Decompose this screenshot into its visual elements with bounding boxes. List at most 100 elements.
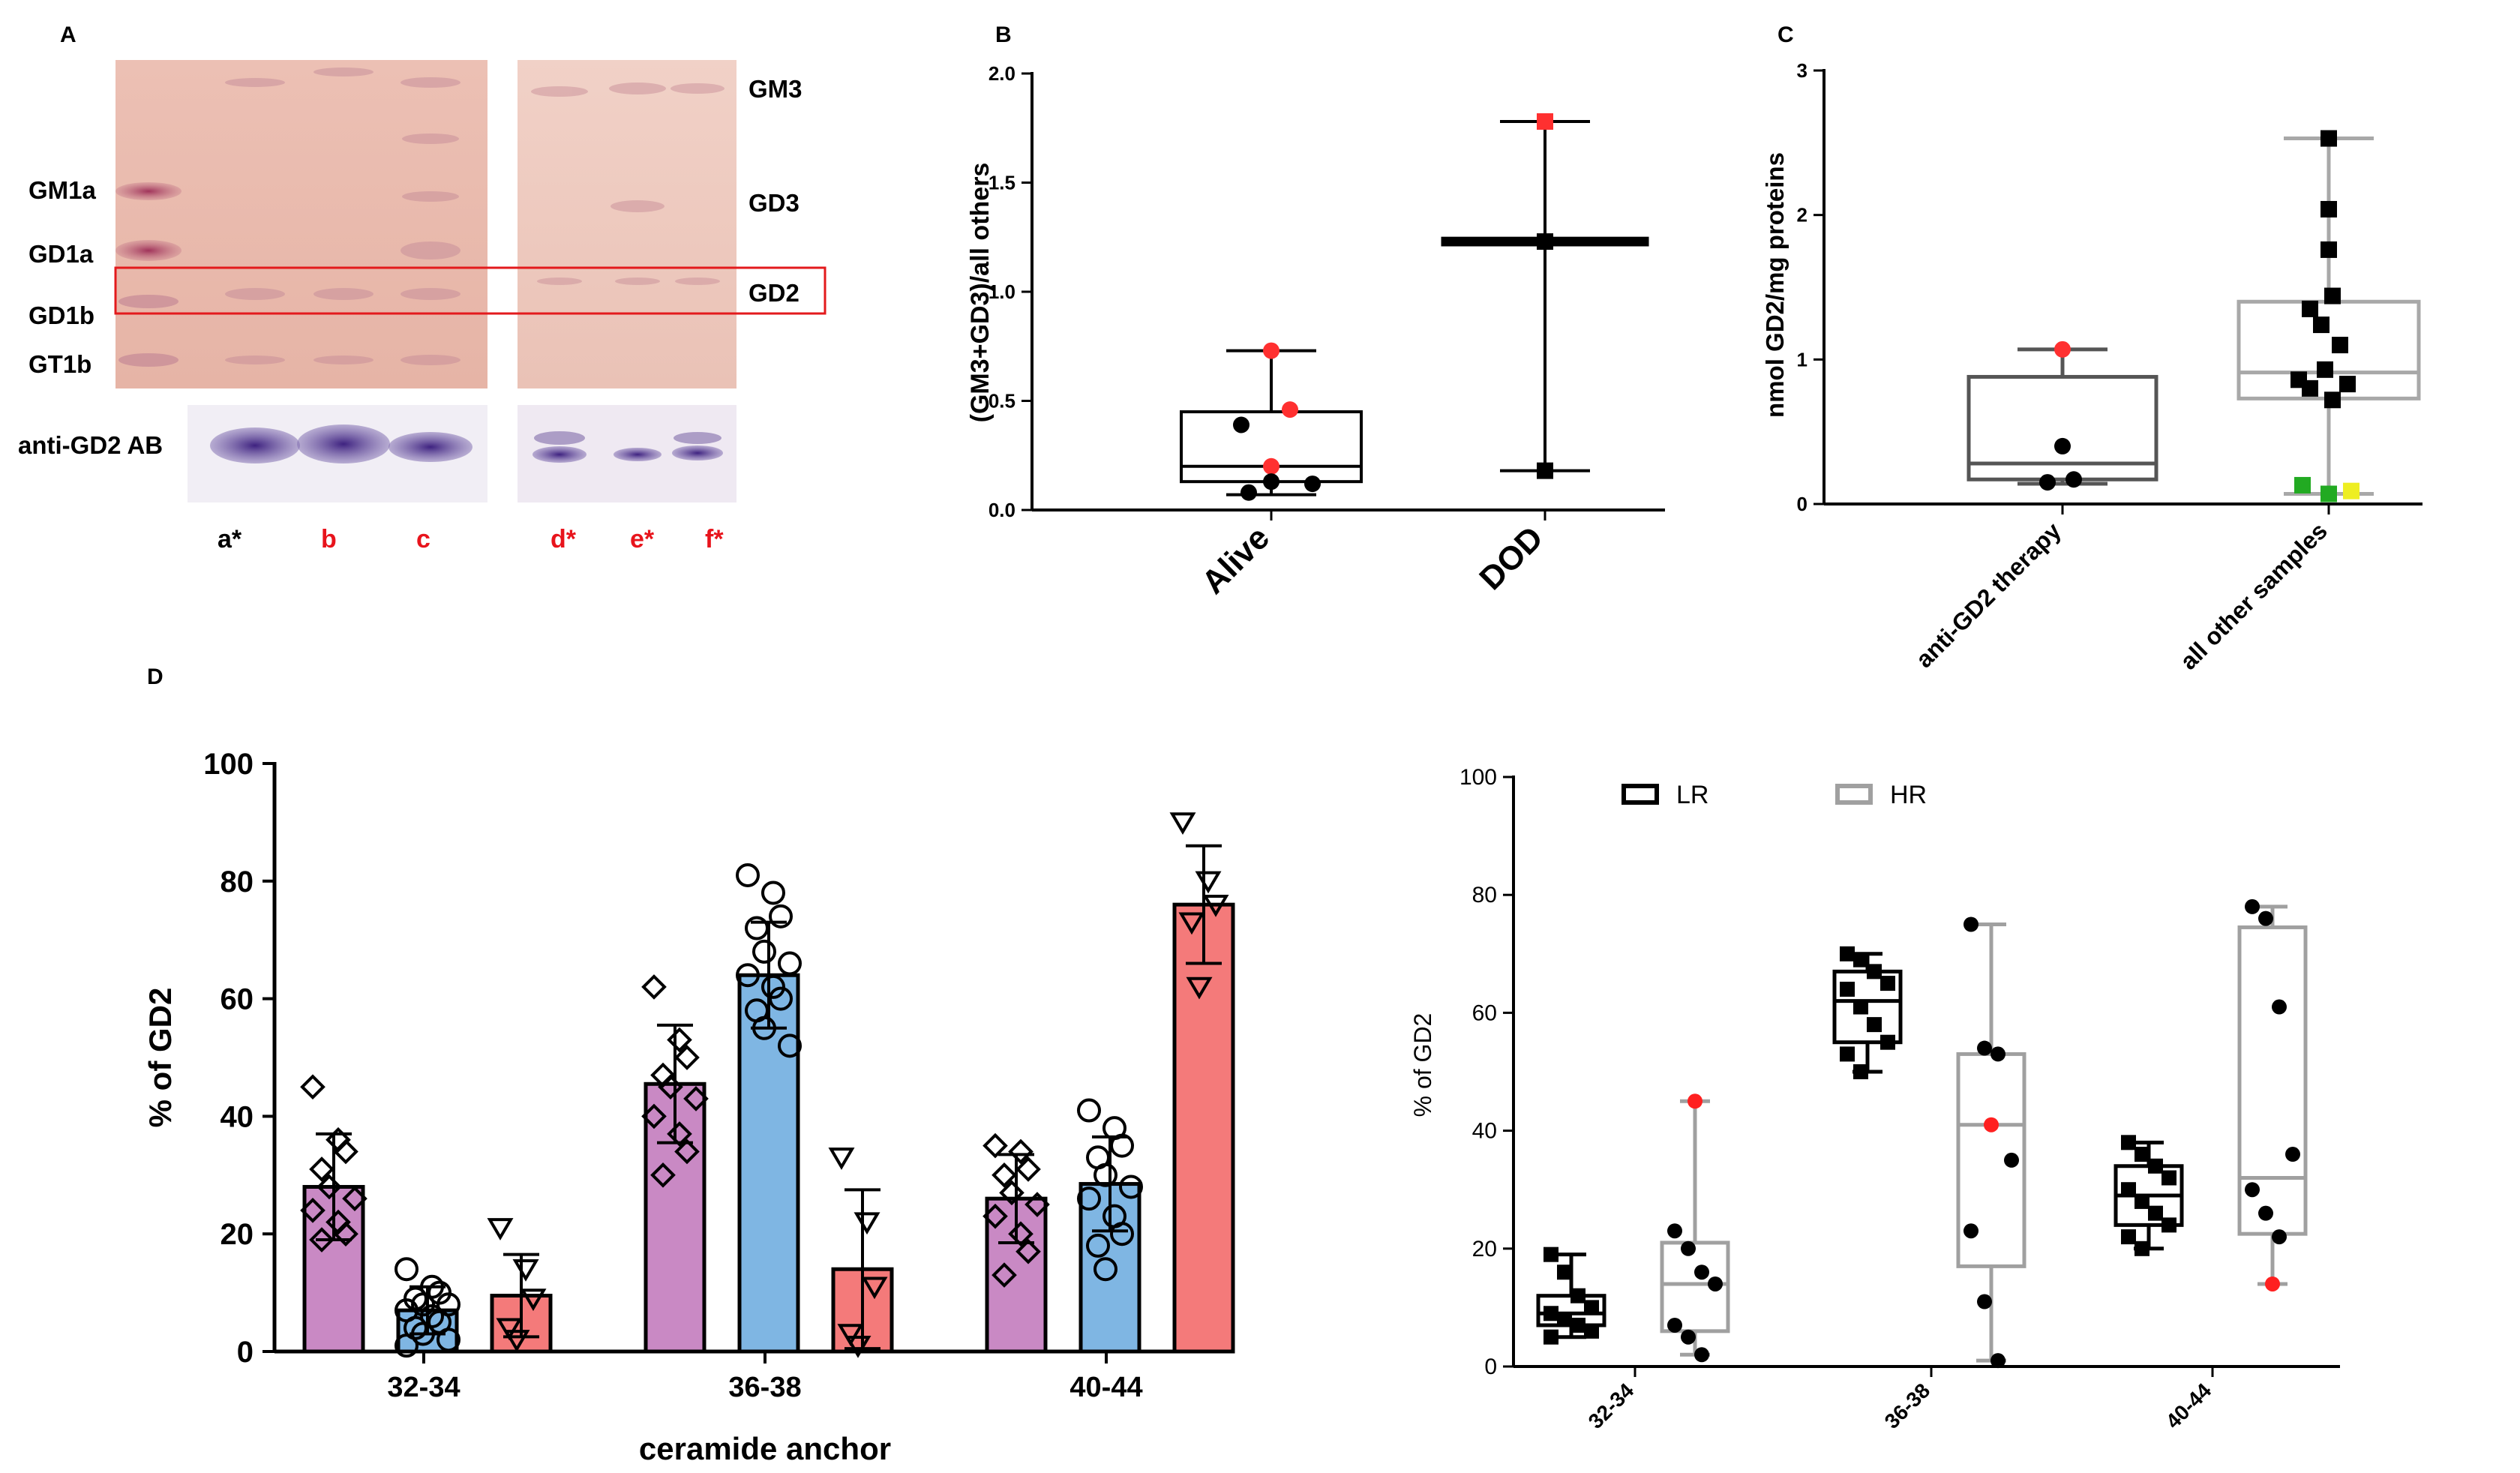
data-point: [1964, 916, 1978, 932]
data-point: [992, 1162, 1017, 1188]
data-point: [769, 986, 793, 1011]
data-point: [1186, 976, 1213, 1000]
data-point: [2258, 910, 2273, 926]
data-point: [2148, 1205, 2163, 1221]
label-gm3: GM3: [748, 75, 802, 103]
y-tick-label: 60: [220, 983, 254, 1016]
y-tick-label: 1.5: [988, 172, 1016, 194]
data-point: [333, 1138, 358, 1165]
legend-label: LR: [1676, 781, 1708, 809]
y-axis-title: % of GD2: [142, 988, 178, 1128]
data-point: [999, 1180, 1024, 1206]
data-point: [1853, 952, 1868, 968]
data-point: [496, 1318, 523, 1341]
data-point: [487, 1218, 514, 1240]
data-point: [1544, 1246, 1558, 1262]
data-point: [1119, 1174, 1143, 1199]
data-point: [992, 1262, 1017, 1288]
y-tick-label: 0.0: [988, 499, 1016, 521]
y-tick-label: 80: [1472, 883, 1497, 908]
band-gt1b: [118, 353, 178, 367]
label-anti-gd2-ab: anti-GD2 AB: [18, 431, 163, 459]
data-point: [2294, 476, 2311, 494]
sample-bands-left: [225, 68, 460, 365]
data-point: [2121, 1182, 2136, 1198]
data-point: [394, 1257, 418, 1282]
band-gd1a: [116, 240, 182, 261]
data-point: [1537, 462, 1553, 479]
panel-c-letter: C: [1778, 22, 1794, 47]
lane-label-a: a*: [218, 525, 242, 554]
data-point: [1694, 1347, 1709, 1363]
data-point: [1110, 1133, 1134, 1158]
panel-d: D 0 20 40 60 80 100 32-34 36-38 40-44 ceramide an…: [142, 664, 2340, 1466]
data-point: [1016, 1156, 1041, 1182]
panel-b-letter: B: [995, 22, 1012, 47]
data-point: [837, 1324, 864, 1347]
y-tick-label: 1: [1797, 348, 1808, 370]
data-point: [1688, 1094, 1702, 1109]
data-point: [333, 1221, 358, 1247]
data-point: [1282, 401, 1298, 418]
data-point: [1094, 1257, 1118, 1282]
data-point: [736, 963, 760, 988]
legend-swatch: [1835, 784, 1873, 805]
label-gd2: GD2: [748, 279, 800, 307]
data-point: [745, 916, 769, 940]
data-point: [2272, 1229, 2287, 1245]
data-point: [674, 1045, 700, 1070]
data-point: [1077, 1098, 1101, 1123]
data-point: [2317, 361, 2333, 378]
y-tick-label: 100: [203, 748, 254, 781]
y-tick-label: 0: [1484, 1354, 1497, 1379]
data-point: [2302, 380, 2318, 397]
data-point: [1840, 1046, 1855, 1062]
data-point: [2134, 1240, 2150, 1256]
data-point: [1537, 233, 1553, 250]
y-tick-label: 60: [1472, 1000, 1497, 1025]
data-point: [1202, 894, 1229, 917]
label-gd1b: GD1b: [28, 302, 94, 329]
data-point: [309, 1156, 334, 1182]
data-point: [2339, 376, 2356, 393]
y-tick-label: 40: [1472, 1119, 1497, 1144]
legend: LR HR: [1622, 781, 1927, 809]
data-point: [854, 1212, 880, 1235]
data-point: [2039, 474, 2056, 491]
data-point: [394, 1334, 418, 1358]
x-tick-label: 32-34: [387, 1372, 460, 1403]
data-point: [2066, 471, 2082, 488]
data-point: [1667, 1223, 1682, 1239]
y-tick-label: 20: [1472, 1237, 1497, 1262]
data-point: [1584, 1300, 1599, 1316]
data-point: [1977, 1294, 1992, 1310]
band-gm1a: [116, 182, 182, 200]
x-tick-label: all other samples: [2175, 517, 2332, 674]
data-point: [1240, 484, 1257, 501]
y-tick-label: 100: [1460, 765, 1497, 790]
data-point: [1178, 912, 1205, 935]
data-point: [2258, 1205, 2273, 1221]
data-point: [1304, 476, 1321, 493]
data-point: [2245, 898, 2260, 914]
box-body: [2236, 299, 2421, 400]
y-tick-label: 1.0: [988, 280, 1016, 303]
bar: [1172, 902, 1235, 1354]
data-point: [1977, 1040, 1992, 1056]
data-point: [1853, 1064, 1868, 1079]
x-tick-label: 36-38: [1880, 1378, 1935, 1433]
data-point: [761, 880, 785, 905]
data-point: [736, 862, 760, 887]
panel-a: A: [18, 22, 826, 554]
data-point: [1094, 1162, 1118, 1187]
label-gm1a: GM1a: [28, 176, 97, 204]
data-point: [2148, 1158, 2163, 1174]
data-point: [2054, 340, 2071, 358]
data-point: [1008, 1138, 1034, 1165]
data-point: [1557, 1312, 1572, 1328]
y-tick-label: 20: [220, 1218, 254, 1251]
lane-label-f: f*: [705, 525, 724, 554]
box-dod: [1441, 120, 1649, 472]
gd2-highlight-box: [114, 266, 826, 315]
